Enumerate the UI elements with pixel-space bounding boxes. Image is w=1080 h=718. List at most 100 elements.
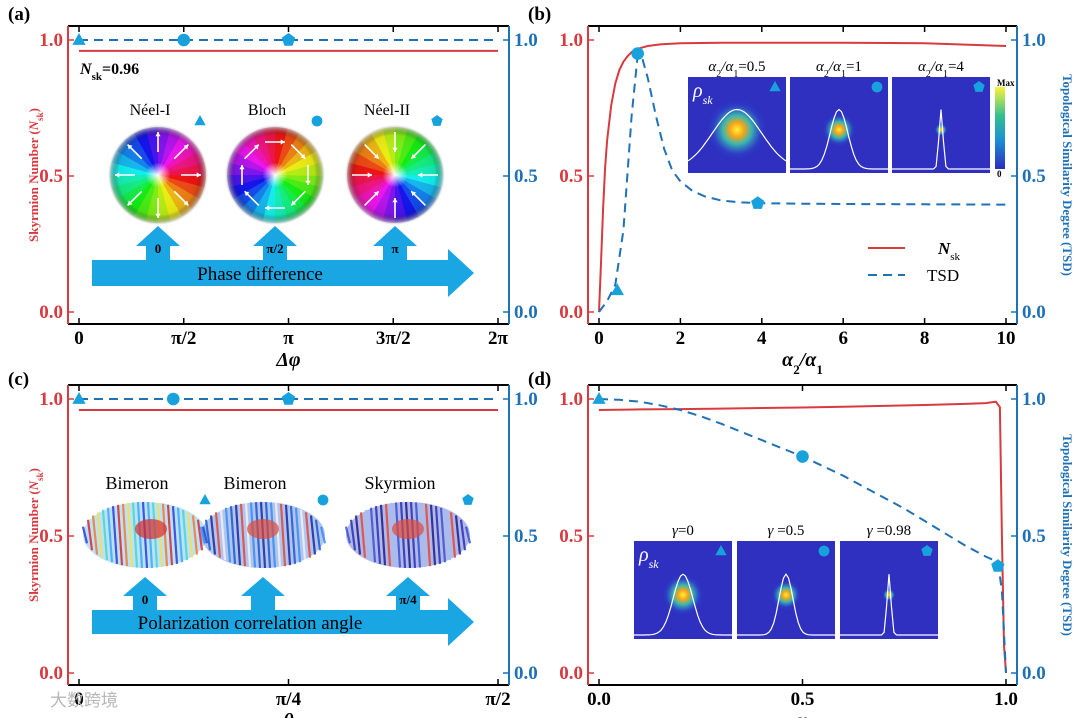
texture-stripe bbox=[209, 515, 217, 555]
texture-stripe bbox=[304, 512, 312, 558]
panel-d: (d)0.00.00.50.51.01.00.00.51.0γTopologic… bbox=[528, 369, 1075, 718]
circle-marker bbox=[871, 81, 883, 93]
x-tick-label: 0 bbox=[74, 689, 84, 710]
spin-arrowhead bbox=[127, 144, 133, 150]
panel-a-insets: Nsk=0.96 Néel-I 0 Bloch π/2 Néel-II π Phase dif… bbox=[79, 61, 474, 297]
text-part: =0.96 bbox=[102, 61, 139, 78]
texture-stripe bbox=[244, 502, 252, 568]
angle-value: 0 bbox=[142, 592, 149, 607]
x-tick-label: 0.0 bbox=[587, 689, 611, 710]
x-axis-label: α2/α1 bbox=[782, 349, 823, 377]
panel-a: (a) 0.0 0.0 0.5 0.5 1.0 1.0 0 π/2 π 3π/2 2π Δφ Skyrmi… bbox=[8, 4, 538, 371]
spin-arrowhead bbox=[115, 172, 120, 178]
spin-arrowhead bbox=[265, 205, 270, 211]
texture-stripe bbox=[309, 515, 317, 555]
panel-label: (b) bbox=[528, 4, 551, 25]
texture-stripe bbox=[161, 503, 169, 567]
phase-arrow bbox=[92, 249, 474, 297]
y-tick-label-right: 1.0 bbox=[514, 30, 538, 51]
x-tick-label: 4 bbox=[757, 328, 767, 349]
panel-c-insets: Bimeron 0 Bimeron Skyrmion π/4 Polarization c… bbox=[81, 473, 474, 646]
density-peak bbox=[882, 587, 896, 602]
text-part: 1 bbox=[816, 362, 823, 377]
angle-value: π/4 bbox=[399, 592, 417, 607]
texture-stripe bbox=[419, 502, 427, 568]
pentagon-marker bbox=[751, 196, 765, 209]
x-tick-label: 2π bbox=[488, 328, 509, 349]
texture-stripe bbox=[166, 504, 174, 566]
colorbar-max-label: Max bbox=[997, 78, 1015, 88]
x-tick-label: π bbox=[283, 328, 294, 349]
spin-arrowhead bbox=[305, 180, 311, 185]
triangle-marker bbox=[72, 33, 86, 45]
x-axis-label: Δφ bbox=[275, 349, 300, 371]
text-part: ρ bbox=[638, 544, 649, 566]
inset-title: α2/α1=0.5 bbox=[708, 59, 765, 80]
polarization-arrow bbox=[92, 598, 474, 646]
density-map-3: α2/α1=4 bbox=[892, 59, 990, 173]
circle-marker bbox=[631, 47, 644, 60]
texture-stripe bbox=[314, 519, 322, 551]
polarization-arrow-label: Polarization correlation angle bbox=[138, 613, 363, 634]
text-part: γ bbox=[867, 523, 874, 539]
texture-stripe bbox=[191, 515, 199, 555]
texture-stripe bbox=[106, 507, 114, 563]
text-part: ) bbox=[26, 108, 41, 112]
spin-arrowhead bbox=[253, 144, 259, 150]
inset-title: Néel-II bbox=[364, 102, 410, 119]
series-nsk-line bbox=[598, 400, 1007, 674]
series-tsd-line bbox=[598, 398, 1007, 674]
x-tick-label: 8 bbox=[920, 328, 930, 349]
up-arrow bbox=[253, 226, 297, 262]
y-tick-label-left: 0.0 bbox=[39, 302, 63, 323]
rho-symbol: ρsk bbox=[638, 544, 659, 571]
panel-label: (c) bbox=[8, 369, 29, 390]
spin-arrowhead bbox=[367, 172, 372, 178]
pentagon-marker bbox=[991, 559, 1005, 572]
panel-b: (b)0.0 0.00.5 0.51.0 1.00 2 4 6 8 10α2/α1Topolog… bbox=[528, 4, 1075, 377]
spin-arrowhead bbox=[373, 153, 379, 159]
text-part: /α bbox=[720, 59, 734, 75]
x-tick-label: π/2 bbox=[171, 328, 196, 349]
text-part: 1 bbox=[733, 69, 738, 80]
panel-c: (c) 0.0 0.0 0.5 0.5 1.0 1.0 0 π/4 π/2 θ Skyrmion Nu… bbox=[8, 369, 538, 718]
texture-core bbox=[135, 519, 167, 539]
spin-arrowhead bbox=[244, 191, 250, 197]
texture-stripe bbox=[91, 515, 99, 555]
x-tick-label: 1.0 bbox=[994, 689, 1018, 710]
up-arrow bbox=[373, 226, 417, 262]
text-part: 2 bbox=[716, 69, 721, 80]
watermark: 大数跨境 bbox=[50, 691, 118, 710]
colorbar-min-label: 0 bbox=[997, 169, 1002, 179]
texture-stripe bbox=[234, 504, 242, 566]
texture-stripe bbox=[364, 509, 372, 561]
texture-stripe bbox=[239, 503, 247, 567]
inset-title: α2/α1=4 bbox=[918, 59, 964, 80]
spin-arrowhead bbox=[196, 172, 201, 178]
texture-core bbox=[392, 519, 424, 539]
text-part: γ bbox=[798, 710, 807, 718]
pentagon-marker bbox=[281, 392, 296, 405]
text-part: =0.5 bbox=[777, 523, 804, 539]
y-tick-label-right: 0.5 bbox=[514, 166, 538, 187]
texture-stripe bbox=[384, 503, 392, 567]
density-peak bbox=[661, 572, 705, 617]
y-axis-label-left: Skyrmion Number (Nsk) bbox=[26, 108, 45, 242]
density-profile bbox=[687, 108, 787, 162]
spin-arrowhead bbox=[127, 200, 133, 206]
inset-title: γ =0.98 bbox=[867, 523, 911, 539]
texture-stripe bbox=[96, 512, 104, 558]
texture-stripe bbox=[279, 503, 287, 567]
y-axis-label-left: Skyrmion Number (Nsk) bbox=[26, 468, 45, 602]
texture-stripe bbox=[181, 509, 189, 561]
y-tick-label-right: 1.0 bbox=[1022, 389, 1046, 410]
x-tick-label: 0.5 bbox=[791, 689, 815, 710]
triangle-marker bbox=[194, 115, 206, 126]
up-arrow bbox=[123, 577, 167, 611]
y-tick-label-right: 0.0 bbox=[514, 663, 538, 684]
density-profile bbox=[892, 109, 990, 170]
text-part: N bbox=[26, 480, 41, 491]
